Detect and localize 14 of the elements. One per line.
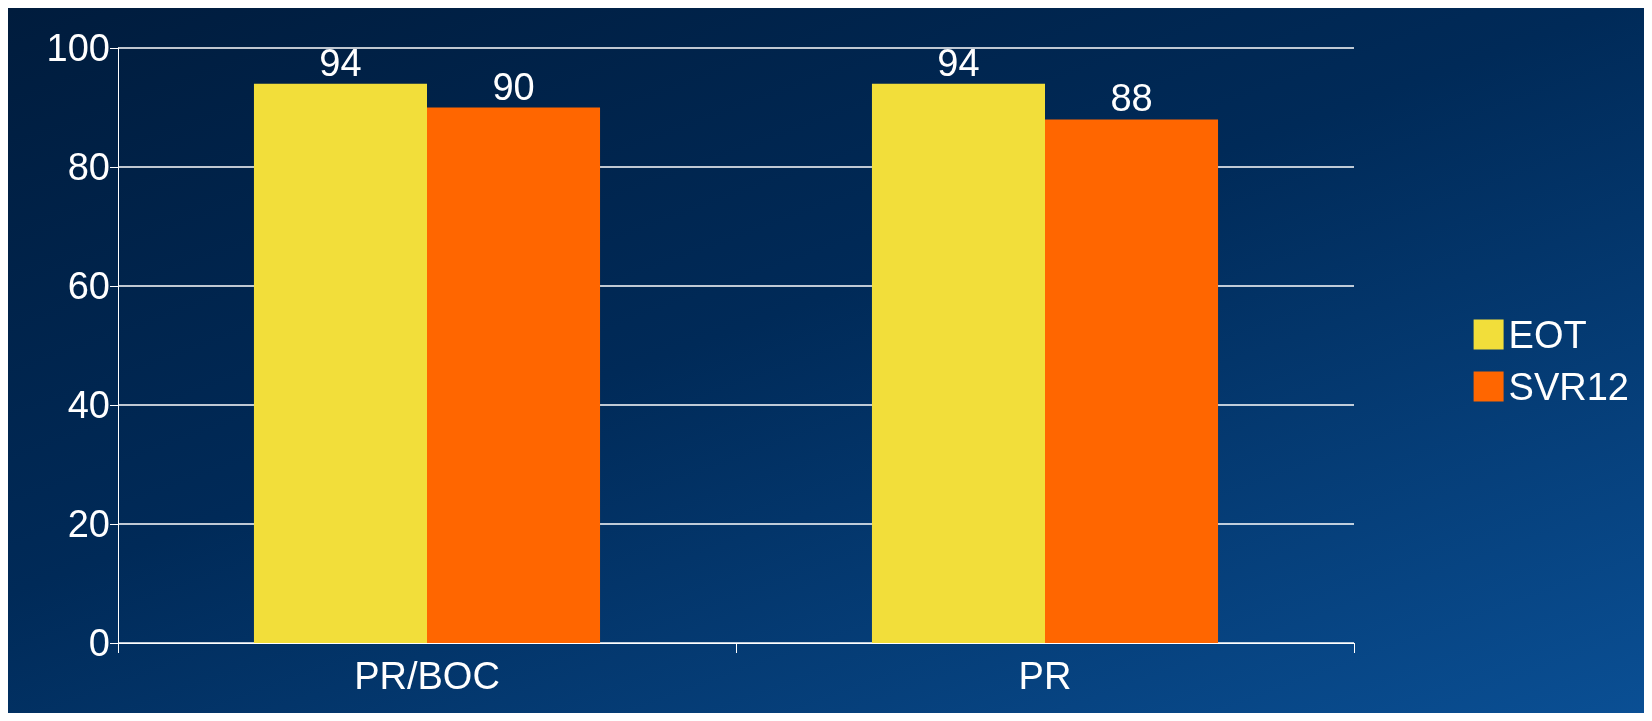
y-tick-label: 20 xyxy=(67,503,110,545)
data-label: 94 xyxy=(319,41,362,84)
y-tick-label: 60 xyxy=(67,265,110,307)
data-label: 94 xyxy=(937,41,980,84)
data-label: 88 xyxy=(1110,77,1153,120)
data-label: 90 xyxy=(492,65,535,108)
legend-label: EOT xyxy=(1508,313,1587,356)
x-tick-label: PR xyxy=(1018,655,1072,697)
legend-label: SVR12 xyxy=(1508,365,1629,408)
y-tick-label: 100 xyxy=(46,27,110,69)
y-tick-label: 40 xyxy=(67,384,110,426)
y-tick-label: 80 xyxy=(67,146,110,188)
y-tick-label: 0 xyxy=(88,622,110,664)
x-tick-label: PR/BOC xyxy=(354,655,500,697)
